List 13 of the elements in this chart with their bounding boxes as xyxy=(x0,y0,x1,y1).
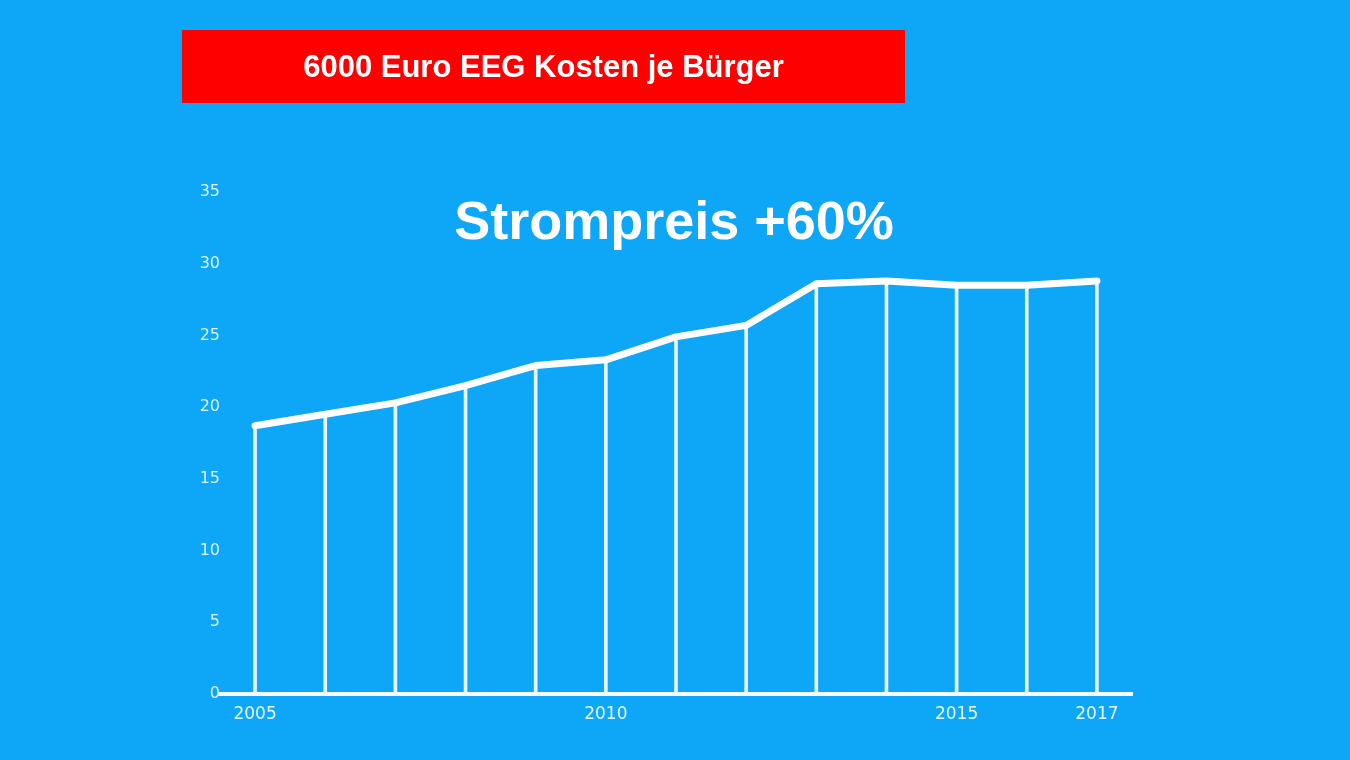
x-tick-label: 2017 xyxy=(1075,702,1119,723)
y-tick-label: 35 xyxy=(199,181,220,201)
chart-title: 6000 Euro EEG Kosten je Bürger xyxy=(182,30,905,103)
x-tick-label: 2010 xyxy=(584,702,628,723)
x-tick-label: 2015 xyxy=(934,702,979,723)
y-tick-label: 25 xyxy=(199,324,220,344)
x-tick-label: 2005 xyxy=(233,702,277,723)
chart-subtitle: Strompreis +60% xyxy=(454,189,894,250)
y-tick-label: 30 xyxy=(199,252,220,272)
y-tick-label: 10 xyxy=(199,539,220,559)
y-tick-label: 15 xyxy=(199,468,220,488)
y-tick-label: 20 xyxy=(199,396,220,416)
y-tick-label: 5 xyxy=(209,611,220,631)
